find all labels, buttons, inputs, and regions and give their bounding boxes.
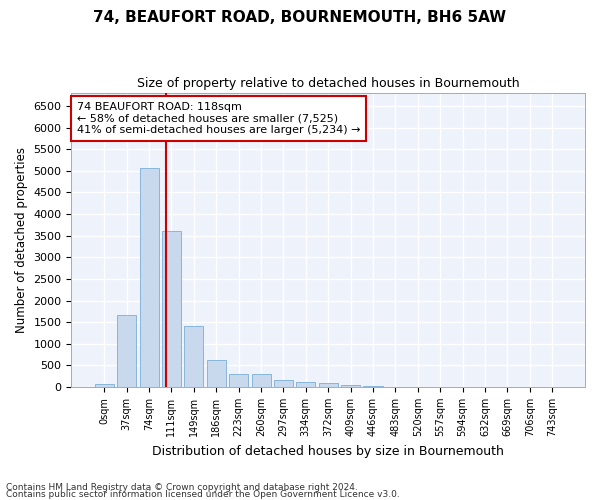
Y-axis label: Number of detached properties: Number of detached properties — [15, 147, 28, 333]
Bar — [140, 168, 158, 387]
Text: 74, BEAUFORT ROAD, BOURNEMOUTH, BH6 5AW: 74, BEAUFORT ROAD, BOURNEMOUTH, BH6 5AW — [94, 10, 506, 25]
Title: Size of property relative to detached houses in Bournemouth: Size of property relative to detached ho… — [137, 78, 520, 90]
Text: Contains public sector information licensed under the Open Government Licence v3: Contains public sector information licen… — [6, 490, 400, 499]
Text: 74 BEAUFORT ROAD: 118sqm
← 58% of detached houses are smaller (7,525)
41% of sem: 74 BEAUFORT ROAD: 118sqm ← 58% of detach… — [77, 102, 360, 135]
Bar — [117, 315, 136, 387]
Bar — [319, 383, 338, 387]
Bar — [251, 374, 271, 387]
Text: Contains HM Land Registry data © Crown copyright and database right 2024.: Contains HM Land Registry data © Crown c… — [6, 484, 358, 492]
Bar — [274, 380, 293, 387]
Bar — [95, 384, 114, 387]
Bar — [207, 360, 226, 387]
Bar — [364, 386, 383, 387]
Bar — [162, 232, 181, 387]
Bar — [341, 384, 360, 387]
Bar — [296, 382, 316, 387]
Bar — [184, 326, 203, 387]
Bar — [229, 374, 248, 387]
X-axis label: Distribution of detached houses by size in Bournemouth: Distribution of detached houses by size … — [152, 444, 504, 458]
